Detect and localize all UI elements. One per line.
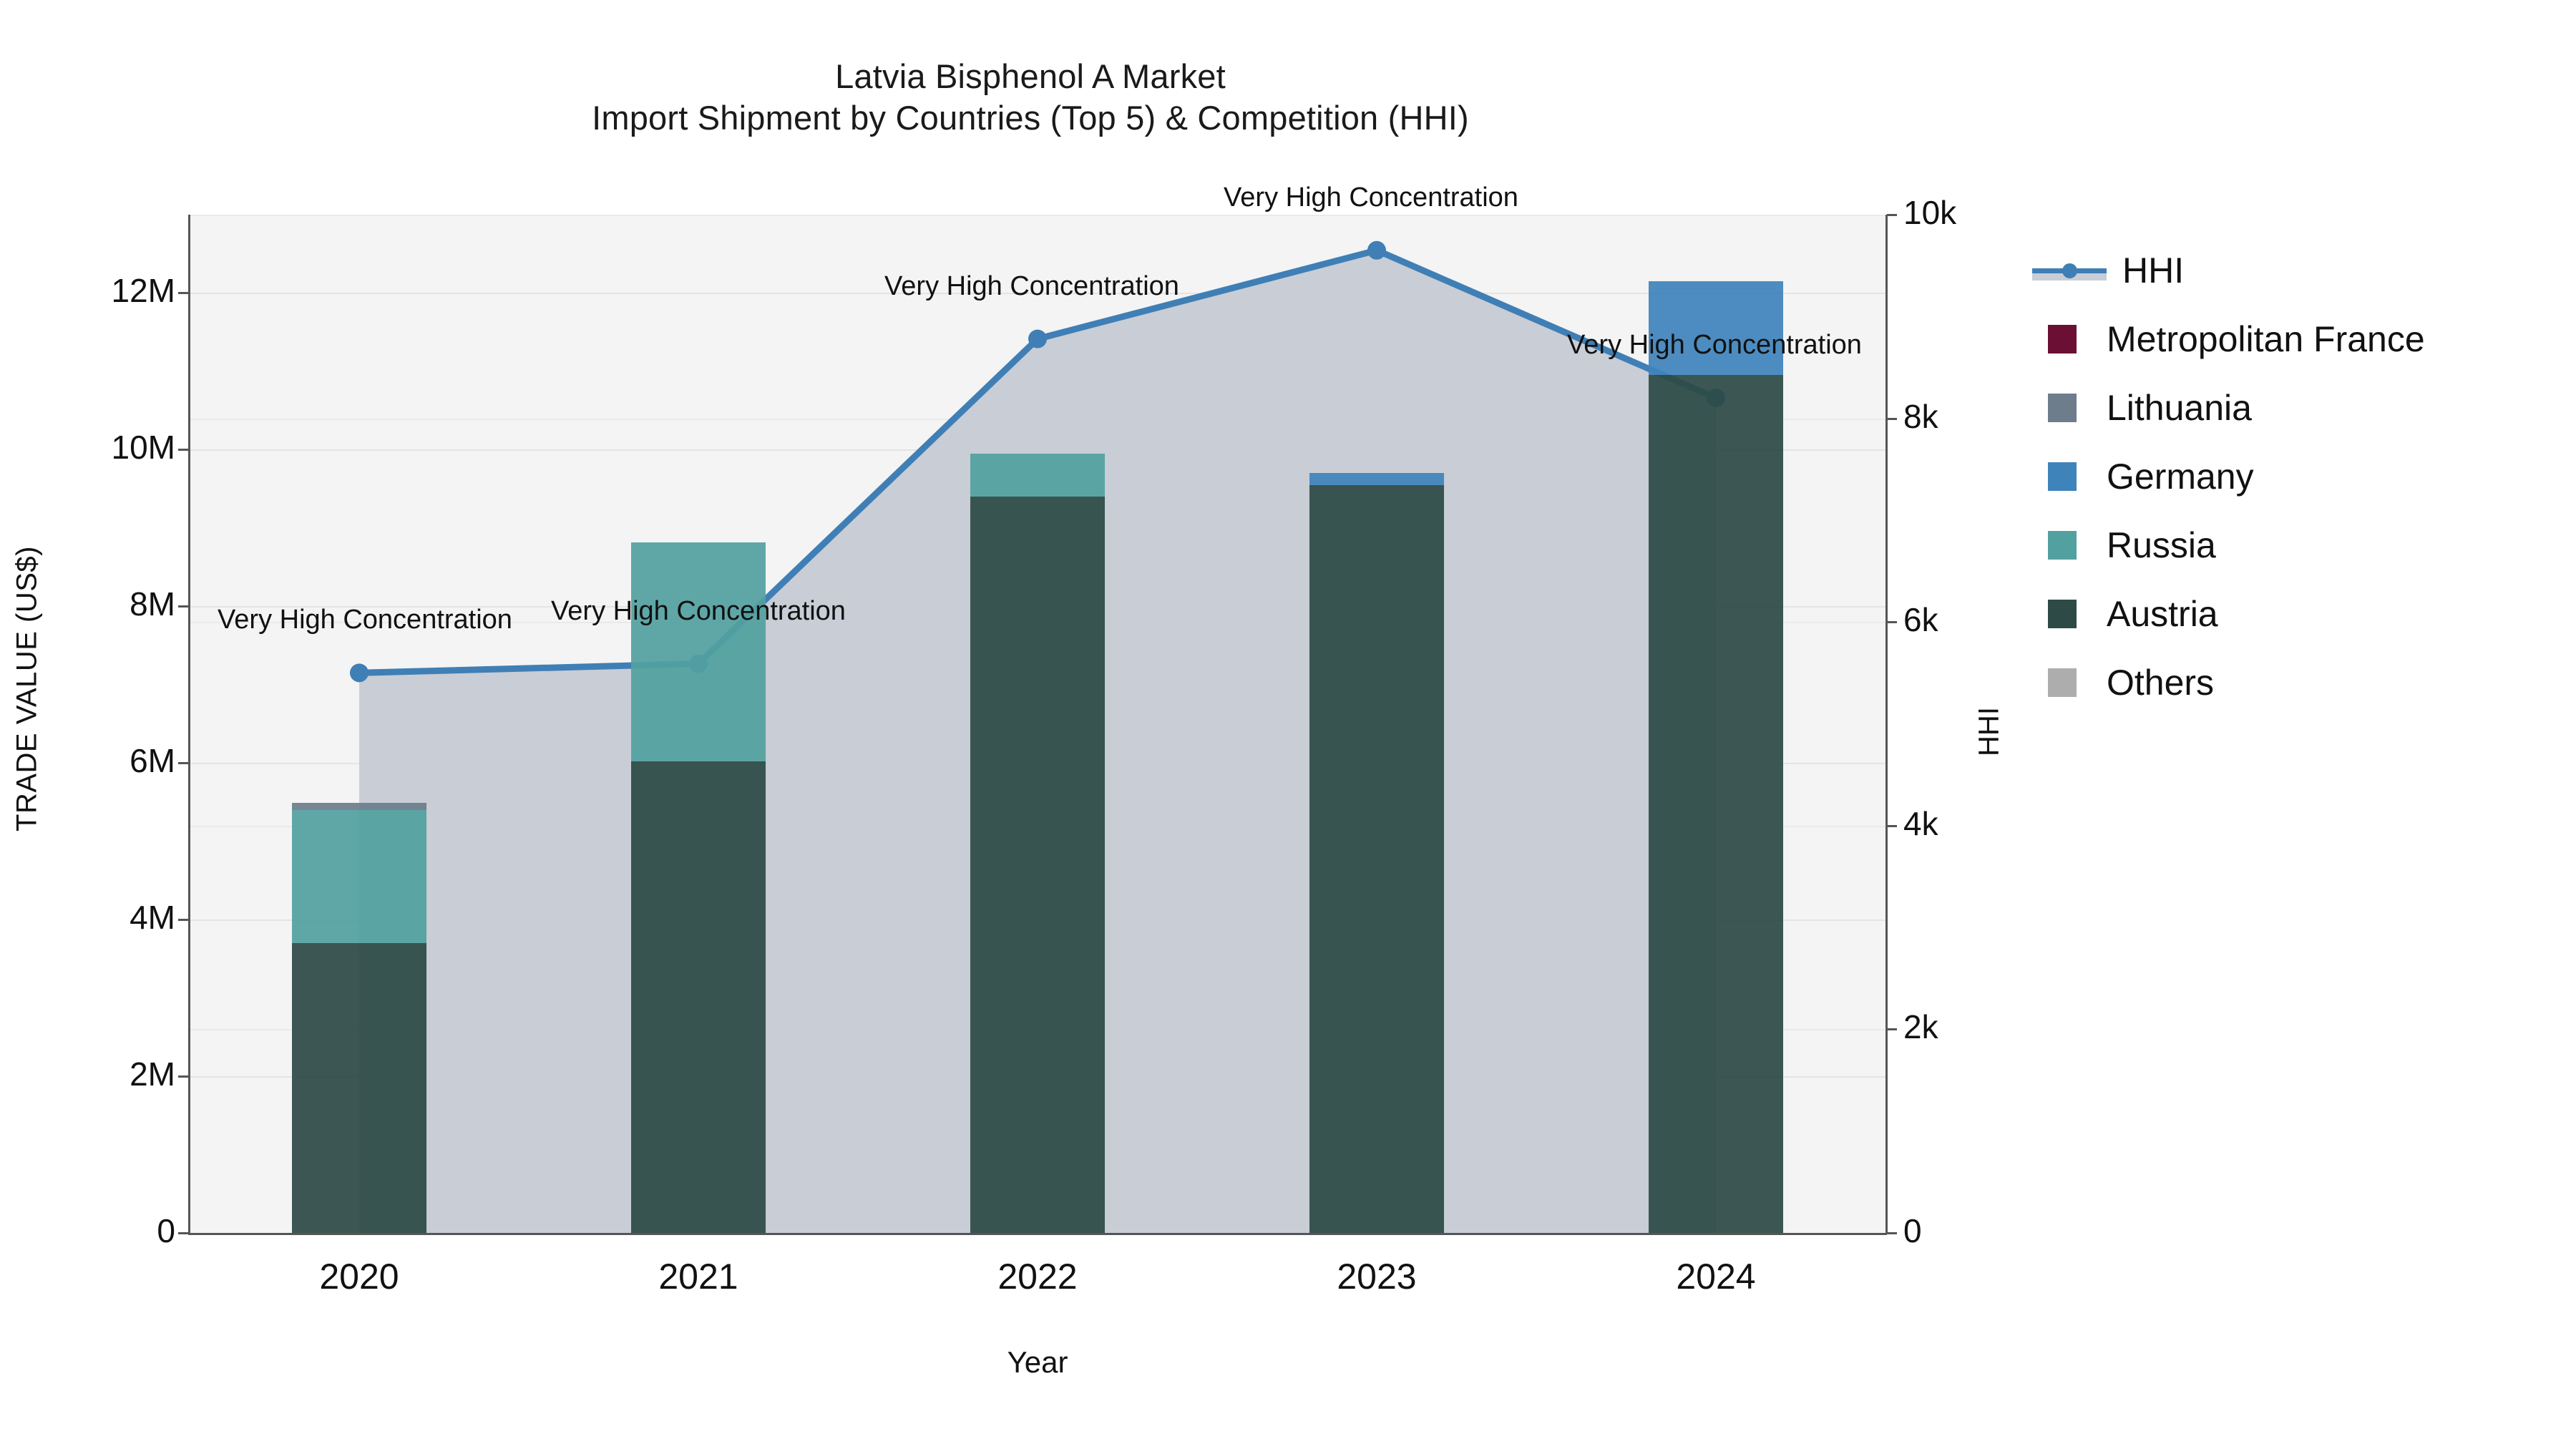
y-axis-right-tick-mark <box>1887 1028 1897 1031</box>
y-axis-right-tick-mark <box>1887 417 1897 420</box>
y-axis-left-tick-mark <box>178 292 188 295</box>
y-axis-right-tick-label: 4k <box>1903 804 1938 842</box>
y-axis-left-tick-mark <box>178 605 188 608</box>
x-axis-spine <box>188 1233 1887 1235</box>
y-axis-right-tick-mark <box>1887 214 1897 216</box>
legend-item-label: Austria <box>2107 594 2218 634</box>
x-axis-title: Year <box>1007 1345 1068 1379</box>
hhi-point-annotation: Very High Concentration <box>1224 182 1518 213</box>
y-axis-right-tick-mark <box>1887 824 1897 827</box>
legend-color-swatch <box>2048 462 2077 491</box>
bar-segment[interactable] <box>1309 484 1444 1233</box>
chart-title-line-1: Latvia Bisphenol A Market <box>835 57 1226 95</box>
y-axis-left-tick-label: 12M <box>111 272 175 310</box>
x-axis-tick-label: 2021 <box>658 1257 738 1297</box>
legend-item-hhi[interactable]: HHI <box>2032 236 2562 305</box>
legend-item-label: Germany <box>2107 457 2254 497</box>
legend-line-key-icon <box>2032 256 2107 285</box>
legend-color-swatch <box>2048 600 2077 628</box>
chart-title: Latvia Bisphenol A Market Import Shipmen… <box>0 56 2061 140</box>
legend-item-label: Others <box>2107 663 2215 703</box>
y-axis-left-tick-label: 8M <box>130 585 175 623</box>
x-axis-tick-label: 2023 <box>1337 1257 1417 1297</box>
bar-segment[interactable] <box>1649 281 1783 376</box>
y-axis-left-tick-mark <box>178 762 188 765</box>
y-axis-right-tick-label: 2k <box>1903 1008 1938 1046</box>
bar-segment[interactable] <box>1309 473 1444 485</box>
y-axis-left-tick-mark <box>178 449 188 452</box>
legend-item-others[interactable]: Others <box>2032 648 2562 717</box>
bar-segment[interactable] <box>970 497 1105 1233</box>
y-axis-left-tick-mark <box>178 1232 188 1234</box>
hhi-point-annotation: Very High Concentration <box>551 595 846 626</box>
bar-segment[interactable] <box>292 942 426 1233</box>
legend-marker-dot-icon <box>2062 263 2077 278</box>
legend-item-label: Metropolitan France <box>2107 319 2425 359</box>
y-axis-right-title: HHI <box>1973 707 2005 756</box>
y-axis-left-spine <box>188 215 190 1234</box>
legend-item-germany[interactable]: Germany <box>2032 442 2562 511</box>
y-axis-left-tick-label: 10M <box>111 429 175 467</box>
legend-color-swatch <box>2048 325 2077 353</box>
y-axis-right-tick-label: 10k <box>1903 194 1957 231</box>
bar-segment[interactable] <box>292 803 426 810</box>
y-axis-left-title: TRADE VALUE (US$) <box>11 546 43 831</box>
bar-segment[interactable] <box>1649 375 1783 1233</box>
y-axis-right-tick-label: 0 <box>1903 1212 1922 1249</box>
hhi-point-annotation: Very High Concentration <box>1567 330 1862 361</box>
hhi-point-annotation: Very High Concentration <box>218 605 512 635</box>
y-axis-right-tick-mark <box>1887 621 1897 624</box>
legend-item-lithuania[interactable]: Lithuania <box>2032 374 2562 442</box>
y-axis-left-tick-label: 2M <box>130 1055 175 1093</box>
y-axis-left-tick-mark <box>178 919 188 922</box>
y-axis-left-tick-label: 4M <box>130 899 175 937</box>
y-axis-left-tick-label: 6M <box>130 742 175 780</box>
chart-legend: HHI Metropolitan France Lithuania Germany Ru… <box>2032 236 2562 717</box>
legend-color-swatch <box>2048 394 2077 422</box>
hhi-marker <box>1367 240 1386 260</box>
legend-item-russia[interactable]: Russia <box>2032 511 2562 580</box>
legend-item-label: Russia <box>2107 525 2216 565</box>
bar-segment[interactable] <box>970 453 1105 497</box>
gridline-right-5 <box>190 215 1885 216</box>
y-axis-right-spine <box>1885 215 1888 1234</box>
legend-color-swatch <box>2048 531 2077 560</box>
x-axis-tick-label: 2020 <box>319 1257 399 1297</box>
hhi-marker <box>1028 329 1047 348</box>
y-axis-right-tick-label: 8k <box>1903 397 1938 435</box>
y-axis-left-tick-label: 0 <box>157 1212 175 1249</box>
bar-segment[interactable] <box>631 542 766 762</box>
legend-color-swatch <box>2048 668 2077 697</box>
hhi-marker <box>350 663 369 683</box>
bar-segment[interactable] <box>292 809 426 943</box>
y-axis-left-tick-mark <box>178 1075 188 1078</box>
y-axis-right-tick-label: 6k <box>1903 601 1938 639</box>
y-axis-right-tick-mark <box>1887 1232 1897 1234</box>
legend-item-label: Lithuania <box>2107 388 2252 428</box>
chart-title-line-2: Import Shipment by Countries (Top 5) & C… <box>592 99 1469 137</box>
gridline-left-6 <box>190 293 1885 295</box>
legend-item-metropolitan-france[interactable]: Metropolitan France <box>2032 305 2562 374</box>
legend-item-label: HHI <box>2122 250 2185 291</box>
hhi-point-annotation: Very High Concentration <box>884 270 1179 301</box>
legend-item-austria[interactable]: Austria <box>2032 580 2562 648</box>
x-axis-tick-label: 2022 <box>997 1257 1078 1297</box>
bar-segment[interactable] <box>631 761 766 1233</box>
x-axis-tick-label: 2024 <box>1676 1257 1756 1297</box>
